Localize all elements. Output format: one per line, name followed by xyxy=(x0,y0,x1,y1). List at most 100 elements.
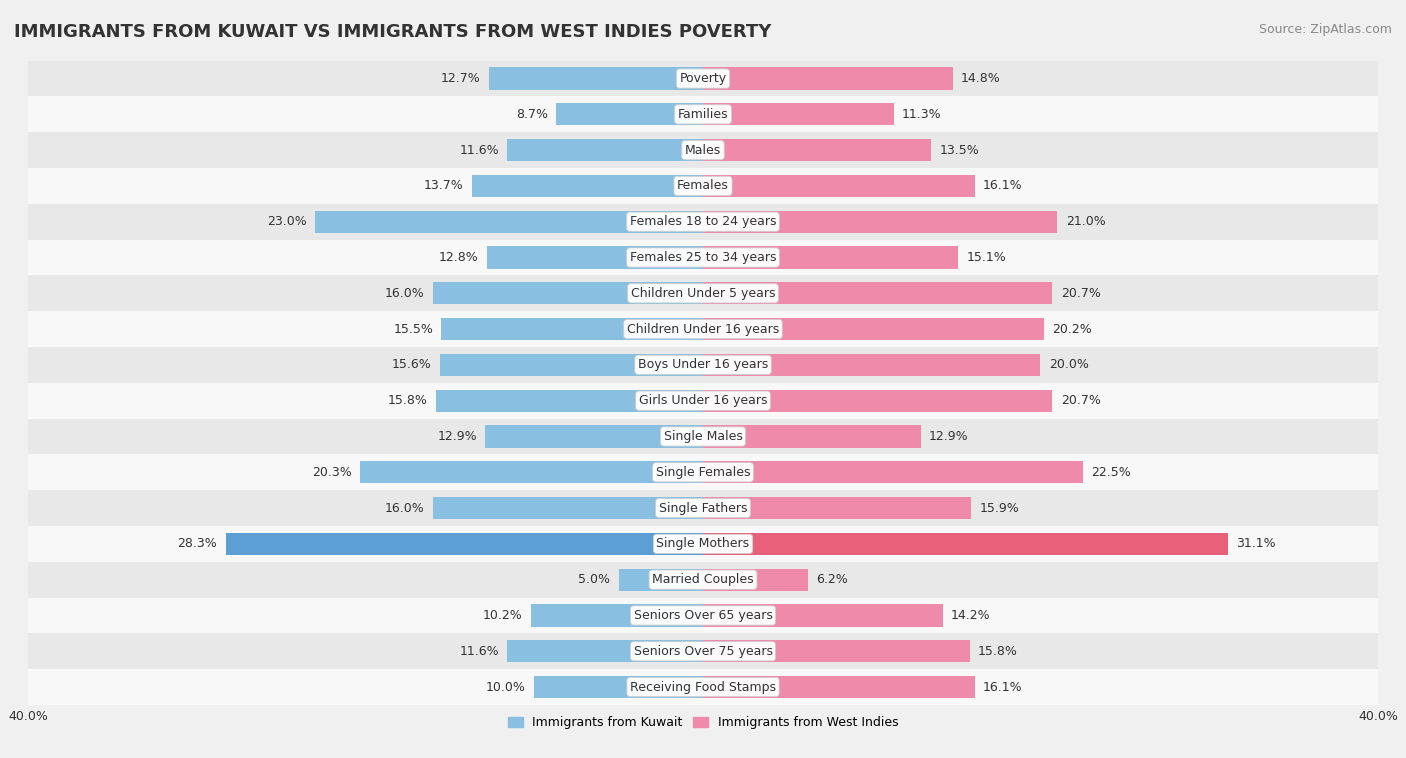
Text: Single Mothers: Single Mothers xyxy=(657,537,749,550)
Bar xyxy=(28,347,1378,383)
Text: 10.0%: 10.0% xyxy=(486,681,526,694)
Text: 20.7%: 20.7% xyxy=(1060,394,1101,407)
Bar xyxy=(703,246,957,268)
Bar xyxy=(28,634,1378,669)
Bar xyxy=(703,641,970,662)
Text: 6.2%: 6.2% xyxy=(815,573,848,586)
Bar xyxy=(28,490,1378,526)
Bar xyxy=(508,139,703,161)
Bar xyxy=(508,641,703,662)
Bar xyxy=(703,390,1052,412)
Bar xyxy=(360,461,703,484)
Text: 10.2%: 10.2% xyxy=(482,609,523,622)
Bar xyxy=(433,497,703,519)
Text: 14.8%: 14.8% xyxy=(962,72,1001,85)
Text: Girls Under 16 years: Girls Under 16 years xyxy=(638,394,768,407)
Bar xyxy=(489,67,703,89)
Bar xyxy=(28,418,1378,454)
Text: 15.8%: 15.8% xyxy=(388,394,427,407)
Bar xyxy=(28,562,1378,597)
Bar xyxy=(440,354,703,376)
Text: 23.0%: 23.0% xyxy=(267,215,307,228)
Text: 12.8%: 12.8% xyxy=(439,251,478,264)
Bar xyxy=(619,568,703,590)
Text: Boys Under 16 years: Boys Under 16 years xyxy=(638,359,768,371)
Text: 20.2%: 20.2% xyxy=(1052,323,1092,336)
Text: 15.1%: 15.1% xyxy=(966,251,1005,264)
Bar xyxy=(703,318,1043,340)
Text: 15.8%: 15.8% xyxy=(979,645,1018,658)
Text: Females 25 to 34 years: Females 25 to 34 years xyxy=(630,251,776,264)
Bar xyxy=(703,533,1227,555)
Text: 20.7%: 20.7% xyxy=(1060,287,1101,300)
Text: 13.5%: 13.5% xyxy=(939,143,979,157)
Bar xyxy=(225,533,703,555)
Text: Poverty: Poverty xyxy=(679,72,727,85)
Text: Married Couples: Married Couples xyxy=(652,573,754,586)
Text: 16.0%: 16.0% xyxy=(385,287,425,300)
Legend: Immigrants from Kuwait, Immigrants from West Indies: Immigrants from Kuwait, Immigrants from … xyxy=(502,711,904,735)
Bar xyxy=(703,282,1052,305)
Text: 12.9%: 12.9% xyxy=(929,430,969,443)
Text: 20.3%: 20.3% xyxy=(312,465,352,479)
Text: Seniors Over 75 years: Seniors Over 75 years xyxy=(634,645,772,658)
Bar xyxy=(703,461,1083,484)
Bar xyxy=(703,354,1040,376)
Text: Children Under 5 years: Children Under 5 years xyxy=(631,287,775,300)
Bar xyxy=(703,139,931,161)
Text: Receiving Food Stamps: Receiving Food Stamps xyxy=(630,681,776,694)
Bar xyxy=(703,425,921,447)
Bar xyxy=(28,204,1378,240)
Bar xyxy=(486,246,703,268)
Text: Single Fathers: Single Fathers xyxy=(659,502,747,515)
Bar xyxy=(28,96,1378,132)
Bar xyxy=(436,390,703,412)
Bar xyxy=(472,175,703,197)
Text: Females: Females xyxy=(678,180,728,193)
Bar xyxy=(703,67,953,89)
Text: 8.7%: 8.7% xyxy=(516,108,548,121)
Text: Seniors Over 65 years: Seniors Over 65 years xyxy=(634,609,772,622)
Text: Single Males: Single Males xyxy=(664,430,742,443)
Text: 11.6%: 11.6% xyxy=(460,645,499,658)
Text: 13.7%: 13.7% xyxy=(423,180,464,193)
Text: 5.0%: 5.0% xyxy=(578,573,610,586)
Bar xyxy=(28,669,1378,705)
Text: 11.3%: 11.3% xyxy=(903,108,942,121)
Bar xyxy=(315,211,703,233)
Bar xyxy=(433,282,703,305)
Bar xyxy=(28,383,1378,418)
Bar xyxy=(28,454,1378,490)
Text: 21.0%: 21.0% xyxy=(1066,215,1105,228)
Bar xyxy=(531,604,703,627)
Bar xyxy=(703,175,974,197)
Text: Males: Males xyxy=(685,143,721,157)
Text: 31.1%: 31.1% xyxy=(1236,537,1275,550)
Bar xyxy=(703,568,807,590)
Bar xyxy=(28,526,1378,562)
Text: 20.0%: 20.0% xyxy=(1049,359,1088,371)
Bar xyxy=(485,425,703,447)
Text: 16.1%: 16.1% xyxy=(983,180,1022,193)
Text: 15.6%: 15.6% xyxy=(392,359,432,371)
Text: IMMIGRANTS FROM KUWAIT VS IMMIGRANTS FROM WEST INDIES POVERTY: IMMIGRANTS FROM KUWAIT VS IMMIGRANTS FRO… xyxy=(14,23,772,41)
Bar xyxy=(557,103,703,125)
Text: 15.5%: 15.5% xyxy=(394,323,433,336)
Text: Children Under 16 years: Children Under 16 years xyxy=(627,323,779,336)
Bar xyxy=(703,604,942,627)
Bar xyxy=(703,211,1057,233)
Bar xyxy=(28,61,1378,96)
Bar xyxy=(28,275,1378,312)
Text: Single Females: Single Females xyxy=(655,465,751,479)
Bar xyxy=(28,132,1378,168)
Bar xyxy=(703,497,972,519)
Text: 15.9%: 15.9% xyxy=(980,502,1019,515)
Text: Families: Families xyxy=(678,108,728,121)
Bar xyxy=(534,676,703,698)
Bar xyxy=(703,103,894,125)
Bar xyxy=(28,168,1378,204)
Text: 11.6%: 11.6% xyxy=(460,143,499,157)
Bar xyxy=(28,597,1378,634)
Text: 22.5%: 22.5% xyxy=(1091,465,1130,479)
Text: Females 18 to 24 years: Females 18 to 24 years xyxy=(630,215,776,228)
